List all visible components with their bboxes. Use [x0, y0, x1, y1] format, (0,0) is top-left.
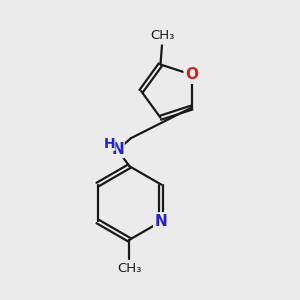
- Text: CH₃: CH₃: [150, 29, 174, 42]
- Text: N: N: [111, 142, 124, 158]
- Text: H: H: [103, 136, 115, 151]
- Text: CH₃: CH₃: [117, 262, 142, 275]
- Text: O: O: [185, 67, 198, 82]
- Text: N: N: [155, 214, 168, 229]
